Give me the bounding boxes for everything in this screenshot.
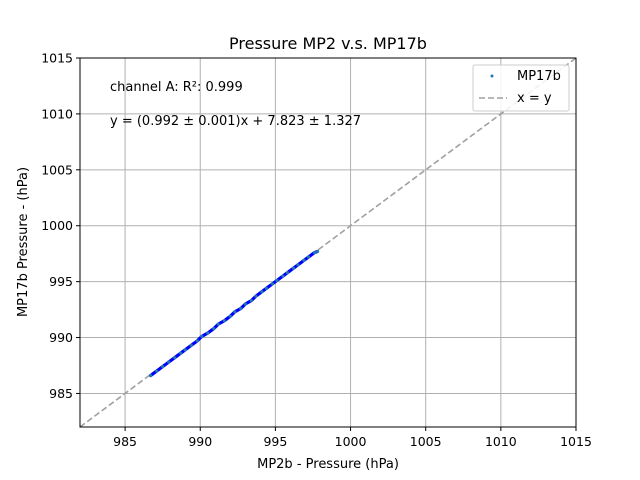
x-axis-ticks: 985 990 995 1000 1005 1010 1015 <box>113 427 592 449</box>
x-axis-label: MP2b - Pressure (hPa) <box>257 457 399 472</box>
legend-label-line: x = y <box>517 91 552 106</box>
x-tick-label: 985 <box>113 434 137 449</box>
data-point <box>200 334 204 339</box>
data-point <box>167 360 171 364</box>
legend: MP17b x = y <box>472 64 570 112</box>
data-point <box>216 322 220 326</box>
plot-frame <box>79 57 577 428</box>
legend-label-scatter: MP17b <box>517 69 561 84</box>
data-point <box>212 327 216 331</box>
data-point <box>291 266 296 270</box>
data-point <box>149 373 153 378</box>
y-tick-label: 995 <box>49 274 73 289</box>
data-point <box>302 258 306 262</box>
data-point <box>222 319 226 323</box>
data-point <box>312 250 317 255</box>
data-point <box>315 249 320 254</box>
data-point <box>179 351 183 355</box>
data-point <box>264 286 268 290</box>
data-point <box>239 306 243 311</box>
data-point <box>260 290 264 294</box>
y-tick-label: 1000 <box>41 218 73 233</box>
x-tick-label: 1000 <box>335 434 367 449</box>
y-tick-label: 1010 <box>41 106 73 121</box>
y-tick-label: 985 <box>49 386 73 401</box>
y-tick-label: 990 <box>49 330 73 345</box>
legend-marker-scatter <box>490 74 494 78</box>
data-point <box>281 274 285 278</box>
data-point <box>285 271 290 275</box>
data-point <box>189 343 193 347</box>
y-axis-label: MP17b Pressure - (hPa) <box>16 167 31 317</box>
data-point <box>155 369 159 373</box>
y-tick-label: 1015 <box>41 51 73 66</box>
x-tick-label: 1005 <box>410 434 442 449</box>
data-point <box>296 263 300 267</box>
annotation-r-squared: channel A: R²: 0.999 <box>110 80 243 95</box>
y-axis-ticks: 985 990 995 1000 1005 1010 1015 <box>41 51 80 401</box>
data-point <box>306 255 311 259</box>
axes-frame <box>79 57 577 428</box>
legend-box <box>472 64 570 112</box>
data-point <box>173 356 177 360</box>
data-points <box>149 249 320 378</box>
data-point <box>254 294 258 298</box>
y-tick-label: 1005 <box>41 162 73 177</box>
x-tick-label: 1015 <box>560 434 592 449</box>
data-point <box>249 299 253 303</box>
data-point <box>243 302 247 306</box>
data-point <box>183 348 187 352</box>
data-point <box>195 339 199 343</box>
data-point <box>206 331 210 335</box>
x-tick-label: 1010 <box>485 434 517 449</box>
data-point <box>233 310 237 314</box>
x-tick-label: 995 <box>263 434 287 449</box>
x-tick-label: 990 <box>188 434 212 449</box>
data-point <box>275 278 279 283</box>
data-point <box>161 365 165 369</box>
annotation-fit-equation: y = (0.992 ± 0.001)x + 7.823 ± 1.327 <box>110 114 361 129</box>
data-point <box>228 314 232 318</box>
chart-title: Pressure MP2 v.s. MP17b <box>229 34 427 53</box>
data-point <box>270 282 274 286</box>
